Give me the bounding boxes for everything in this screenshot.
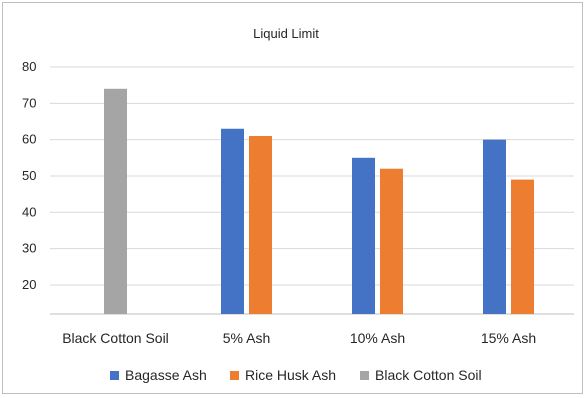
x-category-label: 15% Ash xyxy=(481,330,536,346)
y-tick-label: 80 xyxy=(22,59,36,74)
bar xyxy=(483,139,506,314)
bar xyxy=(249,136,272,314)
bar xyxy=(511,179,534,314)
y-axis-ticks: 20 30 40 50 60 70 80 xyxy=(22,59,36,292)
y-tick-label: 30 xyxy=(22,241,36,256)
legend: Bagasse Ash Rice Husk Ash Black Cotton Soi… xyxy=(110,367,482,383)
chart-title: Liquid Limit xyxy=(253,26,319,41)
legend-label: Bagasse Ash xyxy=(125,367,207,383)
legend-swatch xyxy=(230,371,239,380)
legend-label: Rice Husk Ash xyxy=(245,367,336,383)
x-category-label: 10% Ash xyxy=(350,330,405,346)
y-tick-label: 60 xyxy=(22,132,36,147)
legend-swatch xyxy=(360,371,369,380)
legend-swatch xyxy=(110,371,119,380)
y-tick-label: 20 xyxy=(22,277,36,292)
y-tick-label: 70 xyxy=(22,95,36,110)
bars xyxy=(104,88,534,314)
legend-label: Black Cotton Soil xyxy=(375,367,482,383)
bar xyxy=(104,88,127,314)
x-category-label: Black Cotton Soil xyxy=(62,330,169,346)
bar xyxy=(221,128,244,314)
y-tick-label: 40 xyxy=(22,204,36,219)
x-category-label: 5% Ash xyxy=(223,330,270,346)
y-tick-label: 50 xyxy=(22,168,36,183)
x-axis-categories: Black Cotton Soil 5% Ash 10% Ash 15% Ash xyxy=(62,330,536,346)
bar xyxy=(380,168,403,314)
bar xyxy=(352,157,375,314)
